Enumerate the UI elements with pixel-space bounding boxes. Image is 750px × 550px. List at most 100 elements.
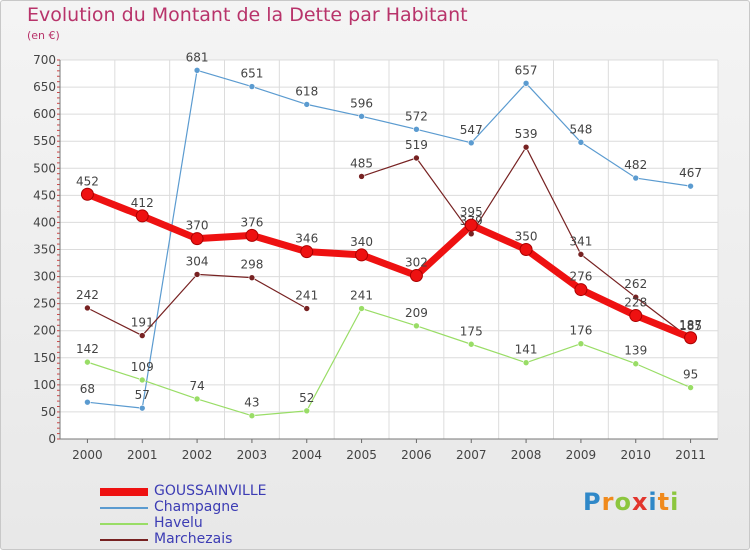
data-label-marchezais: 539 [515,127,538,141]
data-label-champagne: 681 [186,50,209,64]
data-point-marchezais [577,251,585,258]
data-point-marchezais [358,173,365,180]
data-label-havelu: 52 [299,391,314,405]
y-tick-label: 450 [33,188,56,202]
x-tick-label: 2000 [72,448,103,462]
data-point-goussainville [464,218,478,232]
data-label-havelu: 43 [244,396,259,410]
series-line-havelu [251,410,308,417]
series-line-marchezais [360,157,418,178]
x-tick-label: 2009 [566,448,597,462]
y-tick-label: 550 [33,134,56,148]
series-line-havelu [86,361,143,381]
y-tick-label: 600 [33,107,56,121]
x-tick-label: 2006 [401,448,432,462]
data-point-goussainville [355,248,369,262]
series-line-havelu [415,325,472,345]
data-label-goussainville: 276 [569,270,592,284]
data-point-marchezais [84,304,91,312]
y-tick-label: 300 [33,270,56,284]
y-tick-label: 500 [33,161,56,175]
data-point-marchezais [193,271,201,278]
data-point-havelu [522,359,530,366]
series-line-champagne [360,115,418,130]
x-tick-label: 2005 [346,448,377,462]
data-point-goussainville [409,268,423,282]
data-point-goussainville [519,243,533,256]
y-tick-label: 150 [33,351,56,365]
data-label-havelu: 175 [460,324,483,338]
data-label-havelu: 142 [76,342,99,356]
data-point-goussainville [80,187,94,201]
data-label-goussainville: 452 [76,174,99,188]
data-label-marchezais: 242 [76,288,99,302]
series-line-goussainville [358,251,420,279]
legend-swatch [100,523,148,525]
data-point-havelu [84,358,91,366]
line-chart: 0 50 100 150 200 250 300 350 400 450 500 550 600 650 7… [33,50,719,462]
series-line-champagne [141,69,198,409]
legend-label: Havelu [154,515,203,531]
data-point-havelu [358,305,365,312]
data-point-marchezais [303,305,311,312]
series-line-marchezais [415,157,472,235]
data-label-havelu: 95 [683,368,698,382]
series-line-champagne [196,69,253,88]
data-label-goussainville: 346 [295,232,318,246]
series-line-havelu [360,307,418,327]
y-tick-label: 650 [33,80,56,94]
x-tick-label: 2011 [675,448,706,462]
data-label-havelu: 209 [405,306,428,320]
x-tick-label: 2001 [127,448,158,462]
data-point-goussainville [190,232,204,246]
data-label-havelu: 141 [515,343,538,357]
series-line-champagne [306,103,363,117]
data-label-champagne: 618 [295,84,318,98]
y-tick-label: 250 [33,297,56,311]
data-label-champagne: 596 [350,96,373,110]
legend-swatch [100,488,148,496]
data-point-champagne [413,126,420,133]
data-point-havelu [138,376,146,384]
series-line-champagne [470,82,527,144]
legend-swatch [100,539,148,541]
data-label-champagne: 467 [679,166,702,180]
data-label-champagne: 651 [240,67,263,81]
data-point-champagne [248,83,256,90]
chart-subtitle: (en €) [27,29,60,42]
data-point-champagne [358,113,365,120]
series-line-havelu [306,307,363,412]
x-tick-label: 2003 [237,448,268,462]
series-line-champagne [635,177,692,187]
data-point-marchezais [413,154,420,162]
legend-label: GOUSSAINVILLE [154,483,267,499]
data-point-goussainville [300,245,314,259]
data-label-goussainville: 370 [186,219,209,233]
series-line-havelu [196,398,253,417]
series-line-havelu [580,343,637,365]
series-line-marchezais [86,307,143,337]
y-tick-label: 50 [41,405,56,419]
data-label-goussainville: 228 [624,296,647,310]
data-label-goussainville: 395 [460,205,483,219]
series-line-goussainville [467,221,530,253]
series-line-marchezais [470,146,527,235]
data-point-champagne [522,79,530,87]
data-point-havelu [577,340,585,348]
y-tick-label: 0 [48,432,56,446]
y-tick-label: 700 [33,53,56,67]
series-line-goussainville [303,248,366,259]
data-label-havelu: 176 [569,324,592,338]
series-line-champagne [86,401,143,409]
data-label-marchezais: 519 [405,138,428,152]
series-line-marchezais [525,146,582,255]
series-line-marchezais [141,273,198,337]
data-point-champagne [577,138,585,146]
data-label-goussainville: 187 [679,318,702,332]
y-tick-label: 200 [33,324,56,338]
data-point-goussainville [245,228,259,242]
series-line-havelu [470,343,527,364]
data-label-goussainville: 376 [240,215,263,229]
data-point-champagne [687,182,694,190]
data-point-havelu [687,384,694,391]
